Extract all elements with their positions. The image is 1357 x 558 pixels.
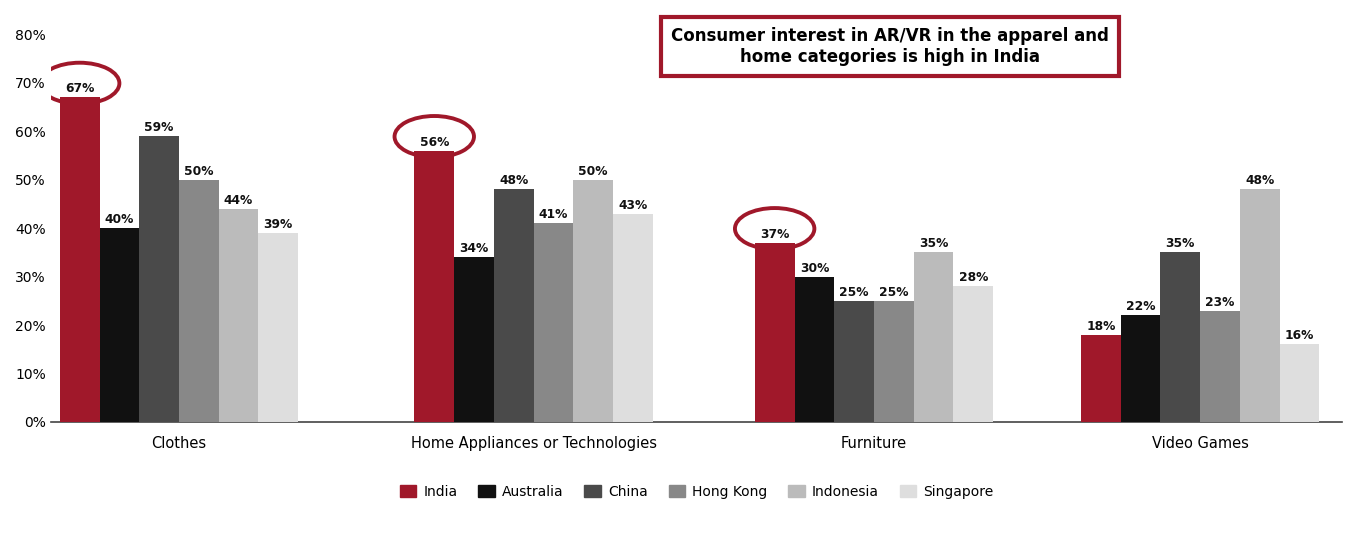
Bar [218, 209, 258, 422]
Bar [1200, 310, 1240, 422]
Text: 37%: 37% [760, 228, 790, 240]
Bar [140, 136, 179, 422]
Bar [99, 228, 140, 422]
Bar [258, 233, 299, 422]
Text: 23%: 23% [1205, 296, 1235, 309]
Bar [835, 301, 874, 422]
Bar [754, 243, 794, 422]
Text: 50%: 50% [185, 165, 213, 178]
Text: 39%: 39% [263, 218, 293, 231]
Bar [573, 180, 613, 422]
Text: 16%: 16% [1285, 329, 1314, 343]
Text: 43%: 43% [619, 199, 647, 211]
Text: 50%: 50% [578, 165, 608, 178]
Text: 44%: 44% [224, 194, 254, 207]
Text: 30%: 30% [799, 262, 829, 275]
Text: 48%: 48% [1246, 175, 1274, 187]
Legend: India, Australia, China, Hong Kong, Indonesia, Singapore: India, Australia, China, Hong Kong, Indo… [394, 479, 999, 504]
Bar [1160, 252, 1200, 422]
Text: 25%: 25% [840, 286, 868, 299]
Text: 56%: 56% [419, 136, 449, 149]
Text: 67%: 67% [65, 83, 95, 95]
Text: 28%: 28% [958, 271, 988, 285]
Text: 35%: 35% [1166, 238, 1196, 251]
Text: Consumer interest in AR/VR in the apparel and
home categories is high in India: Consumer interest in AR/VR in the appare… [672, 27, 1109, 66]
Text: 34%: 34% [460, 242, 489, 256]
Bar [533, 223, 573, 422]
Text: 59%: 59% [144, 121, 174, 134]
Text: 25%: 25% [879, 286, 909, 299]
Bar [1121, 315, 1160, 422]
Bar [1240, 189, 1280, 422]
Bar [1280, 344, 1319, 422]
Bar [455, 257, 494, 422]
Bar [613, 214, 653, 422]
Bar [1082, 335, 1121, 422]
Bar [494, 189, 533, 422]
Bar [60, 97, 99, 422]
Bar [414, 151, 455, 422]
Text: 35%: 35% [919, 238, 949, 251]
Bar [794, 277, 835, 422]
Text: 22%: 22% [1126, 300, 1155, 314]
Bar [954, 286, 993, 422]
Text: 40%: 40% [104, 213, 134, 226]
Text: 18%: 18% [1086, 320, 1115, 333]
Text: 48%: 48% [499, 175, 528, 187]
Bar [874, 301, 913, 422]
Text: 41%: 41% [539, 208, 569, 222]
Bar [913, 252, 954, 422]
Bar [179, 180, 218, 422]
